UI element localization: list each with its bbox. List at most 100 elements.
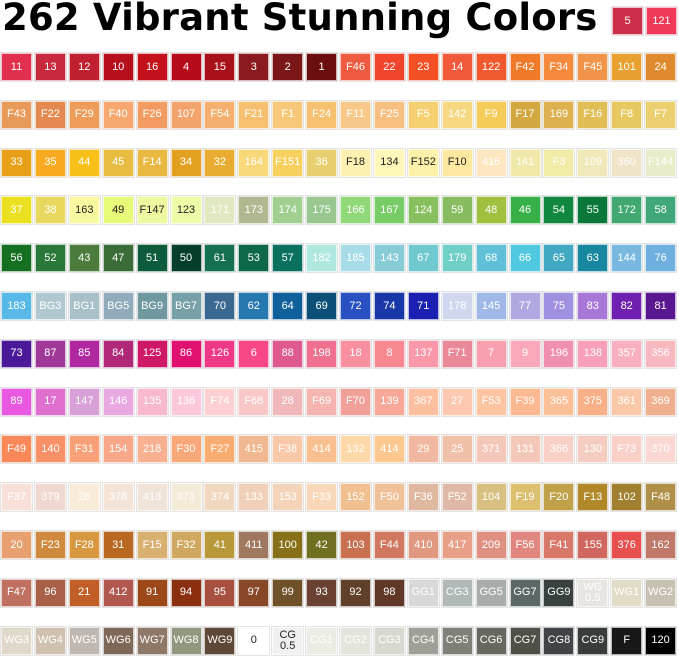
color-swatch: 85 [68, 339, 100, 368]
color-swatch: 166 [340, 196, 371, 225]
color-swatch: 412 [102, 578, 134, 607]
color-swatch: 131 [509, 435, 541, 464]
color-swatch: 164 [238, 148, 270, 177]
color-swatch: F3 [543, 148, 575, 177]
color-swatch: 35 [34, 148, 66, 177]
color-swatch: 84 [102, 339, 134, 368]
color-swatch: 65 [543, 244, 575, 273]
color-swatch: 45 [102, 148, 134, 177]
color-swatch: 87 [34, 339, 66, 368]
color-swatch: 171 [204, 196, 236, 225]
color-swatch: WG9 [204, 626, 236, 655]
color-swatch: 109 [577, 148, 609, 177]
color-swatch: 103 [340, 531, 371, 559]
color-swatch: F33 [306, 483, 338, 512]
color-swatch: 154 [102, 435, 134, 464]
color-swatch: 126 [204, 339, 236, 368]
color-swatch: 23 [407, 53, 439, 81]
color-swatch: 125 [136, 339, 168, 368]
color-swatch: 124 [407, 196, 439, 225]
color-swatch: 373 [170, 483, 202, 512]
color-swatch: 53 [238, 244, 270, 273]
color-swatch: 24 [645, 53, 677, 81]
color-swatch: 71 [407, 292, 439, 320]
color-swatch: 138 [577, 339, 609, 368]
color-swatch: F53 [475, 387, 507, 416]
color-swatch: 141 [509, 148, 541, 177]
color-swatch: F9 [475, 100, 507, 129]
color-swatch: 122 [475, 53, 507, 81]
color-swatch: 175 [306, 196, 338, 225]
color-swatch: 86 [170, 339, 202, 368]
color-swatch: 75 [543, 292, 575, 320]
color-swatch: F18 [340, 148, 371, 177]
color-swatch: 52 [34, 244, 66, 273]
color-swatch: 173 [238, 196, 270, 225]
color-swatch: 25 [441, 435, 473, 464]
color-swatch: 11 [1, 53, 32, 81]
color-swatch: 61 [204, 244, 236, 273]
color-swatch: F52 [441, 483, 473, 512]
color-swatch: 361 [611, 387, 643, 416]
color-swatch: F29 [68, 100, 100, 129]
color-swatch: 64 [272, 292, 304, 320]
color-swatch: 12 [68, 53, 100, 81]
color-swatch: 34 [170, 148, 202, 177]
color-swatch: 18 [340, 339, 371, 368]
color-swatch: 54 [543, 196, 575, 225]
color-swatch: 31 [102, 531, 134, 559]
color-swatch: F28 [68, 531, 100, 559]
color-swatch: 82 [611, 292, 643, 320]
color-swatch: F10 [441, 148, 473, 177]
color-swatch: 59 [441, 196, 473, 225]
color-swatch: 143 [373, 244, 405, 273]
color-swatch: 32 [204, 148, 236, 177]
color-swatch: 14 [441, 53, 473, 81]
color-swatch: 139 [373, 387, 405, 416]
color-swatch: 153 [272, 483, 304, 512]
color-swatch: 375 [577, 387, 609, 416]
color-swatch: F30 [170, 435, 202, 464]
color-swatch: 100 [272, 531, 304, 559]
color-swatch: BG5 [102, 292, 134, 320]
color-swatch: 28 [272, 387, 304, 416]
color-swatch: WG5 [68, 626, 100, 655]
color-swatch: F17 [509, 100, 541, 129]
color-swatch: 49 [102, 196, 134, 225]
color-swatch: WG4 [34, 626, 66, 655]
color-swatch: F1 [272, 100, 304, 129]
color-swatch: 83 [577, 292, 609, 320]
color-swatch: 130 [577, 435, 609, 464]
color-swatch: 81 [645, 292, 677, 320]
color-swatch: 3 [238, 53, 270, 81]
color-swatch: 134 [373, 148, 405, 177]
color-swatch: WG3 [1, 626, 32, 655]
color-swatch: 366 [543, 435, 575, 464]
color-swatch: 357 [611, 339, 643, 368]
color-swatch: F27 [204, 435, 236, 464]
color-swatch: F144 [645, 148, 677, 177]
color-swatch: 13 [34, 53, 66, 81]
color-swatch: 178 [441, 292, 473, 320]
color-swatch: 50 [170, 244, 202, 273]
color-swatch: F19 [509, 483, 541, 512]
color-swatch: BG9 [136, 292, 168, 320]
color-swatch: 417 [441, 531, 473, 559]
color-swatch: F44 [373, 531, 405, 559]
color-swatch: 142 [441, 100, 473, 129]
color-swatch: 218 [136, 435, 168, 464]
color-swatch: 98 [373, 578, 405, 607]
color-swatch: 6 [238, 339, 270, 368]
color-swatch: 43 [68, 244, 100, 273]
color-swatch: 21 [68, 578, 100, 607]
color-swatch: 162 [645, 531, 677, 559]
color-swatch: 77 [509, 292, 541, 320]
color-swatch: BG3 [34, 292, 66, 320]
color-swatch: WG6 [102, 626, 134, 655]
color-swatch: F8 [611, 100, 643, 129]
color-swatch: 374 [204, 483, 236, 512]
color-swatch: F5 [407, 100, 439, 129]
color-swatch: F [611, 626, 643, 655]
color-swatch: BG7 [170, 292, 202, 320]
color-swatch: 7 [475, 339, 507, 368]
